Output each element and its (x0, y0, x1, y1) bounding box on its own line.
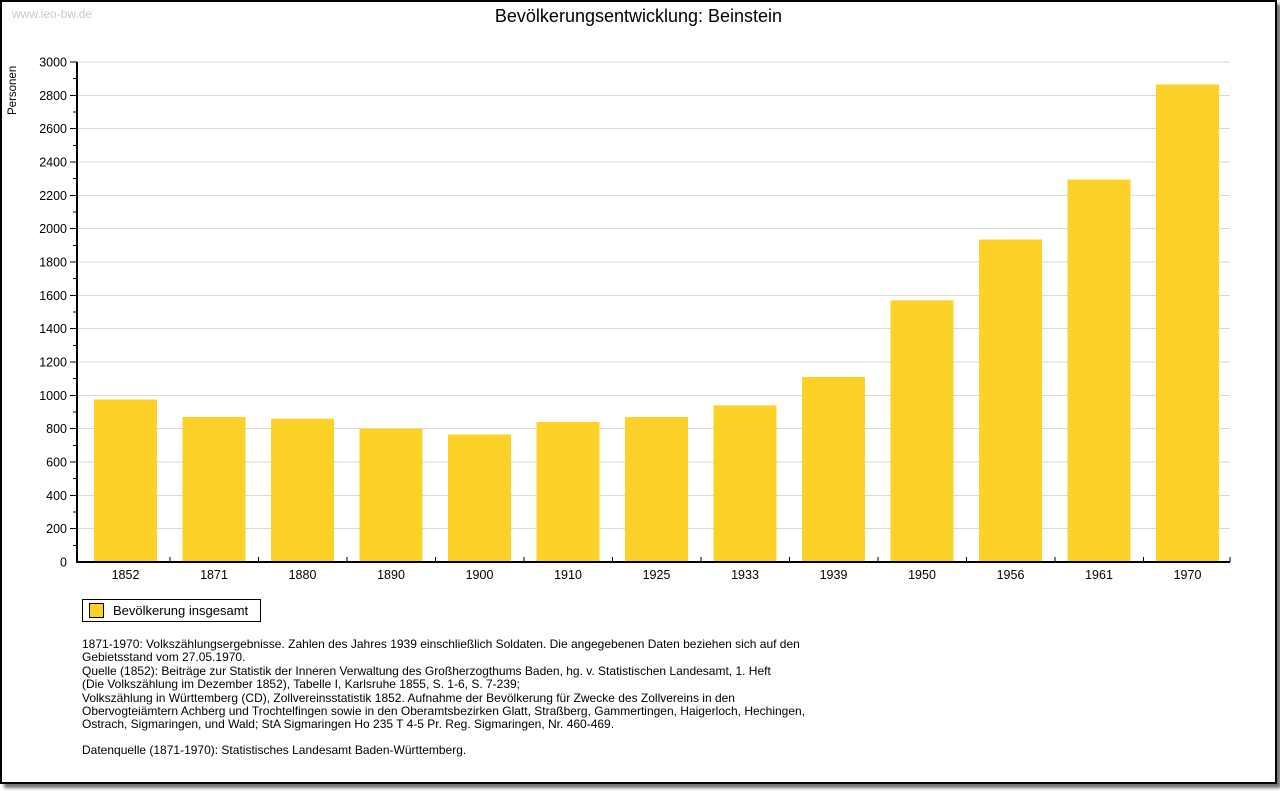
x-tick-label: 1871 (200, 568, 228, 582)
footnote-line: (Die Volkszählung im Dezember 1852), Tab… (82, 677, 521, 692)
footnotes: 1871-1970: Volkszählungsergebnisse. Zahl… (82, 637, 1222, 732)
watermark: www.leo-bw.de (12, 7, 93, 21)
y-tick-label: 600 (46, 456, 67, 470)
y-axis-title: Personen (7, 66, 19, 115)
chart-title: Bevölkerungsentwicklung: Beinstein (494, 6, 783, 26)
y-tick-label: 2000 (39, 222, 67, 236)
y-tick-label: 1600 (39, 289, 67, 303)
legend-swatch (89, 603, 104, 618)
y-tick-label: 0 (60, 556, 67, 570)
bar-1933 (713, 405, 777, 562)
footnote-line: Obervogteiämtern Achberg und Trochtelfin… (82, 704, 806, 719)
y-tick-label: 800 (46, 422, 67, 436)
bar-1880 (271, 418, 334, 562)
bar-chart: 0 200 400 600 800 1000 1200 1400 1600 1800 2000 220… (7, 56, 1231, 582)
x-tick-label: 1852 (112, 568, 140, 582)
legend-label: Bevölkerung insgesamt (113, 603, 249, 618)
bar-1871 (182, 417, 246, 562)
x-tick-label: 1880 (289, 568, 317, 582)
y-tick-label: 2800 (39, 89, 67, 103)
x-tick-label: 1910 (554, 568, 582, 582)
bar-1956 (979, 239, 1042, 562)
y-tick-label: 3000 (39, 56, 67, 70)
footnote-line: 1871-1970: Volkszählungsergebnisse. Zahl… (82, 637, 800, 651)
footnote-line: Gebietsstand vom 27.05.1970. (82, 650, 246, 665)
y-tick-label: 1400 (39, 322, 67, 336)
y-tick-label: 1000 (39, 389, 67, 403)
bar-1961 (1067, 179, 1131, 562)
y-tick-label: 200 (46, 522, 67, 536)
bar-1970 (1156, 84, 1219, 562)
legend-box: Bevölkerung insgesamt (82, 599, 262, 622)
footnote-line: Volkszählung in Württemberg (CD), Zollve… (82, 690, 735, 705)
y-tick-label: 2400 (39, 156, 67, 170)
x-tick-label: 1956 (997, 568, 1025, 582)
x-tick-label: 1933 (731, 568, 759, 582)
chart-area: 0 200 400 600 800 1000 1200 1400 1600 1800 2000 220… (2, 2, 1275, 602)
y-tick-label: 2600 (39, 122, 67, 136)
x-tick-label: 1890 (377, 568, 405, 582)
y-tick-label: 400 (46, 489, 67, 503)
bar-1900 (448, 434, 511, 562)
x-tick-label: 1925 (643, 568, 671, 582)
bar-1939 (802, 377, 865, 562)
bar-1890 (359, 428, 423, 562)
y-tick-label: 2200 (39, 189, 67, 203)
bar-1950 (890, 300, 954, 562)
footnote-line: Ostrach, Sigmaringen, und Wald; StA Sigm… (82, 717, 615, 732)
y-tick-label: 1800 (39, 256, 67, 270)
bar-1852 (94, 399, 157, 562)
y-tick-label: 1200 (39, 356, 67, 370)
x-tick-label: 1961 (1085, 568, 1113, 582)
x-tick-label: 1970 (1174, 568, 1202, 582)
x-tick-label: 1939 (820, 568, 848, 582)
datasource-line: Datenquelle (1871-1970): Statistisches L… (82, 743, 467, 757)
x-tick-label: 1950 (908, 568, 936, 582)
bar-1910 (536, 422, 600, 562)
footnote-line: Quelle (1852): Beiträge zur Statistik de… (82, 663, 771, 678)
bar-1925 (625, 417, 688, 562)
x-tick-label: 1900 (466, 568, 494, 582)
